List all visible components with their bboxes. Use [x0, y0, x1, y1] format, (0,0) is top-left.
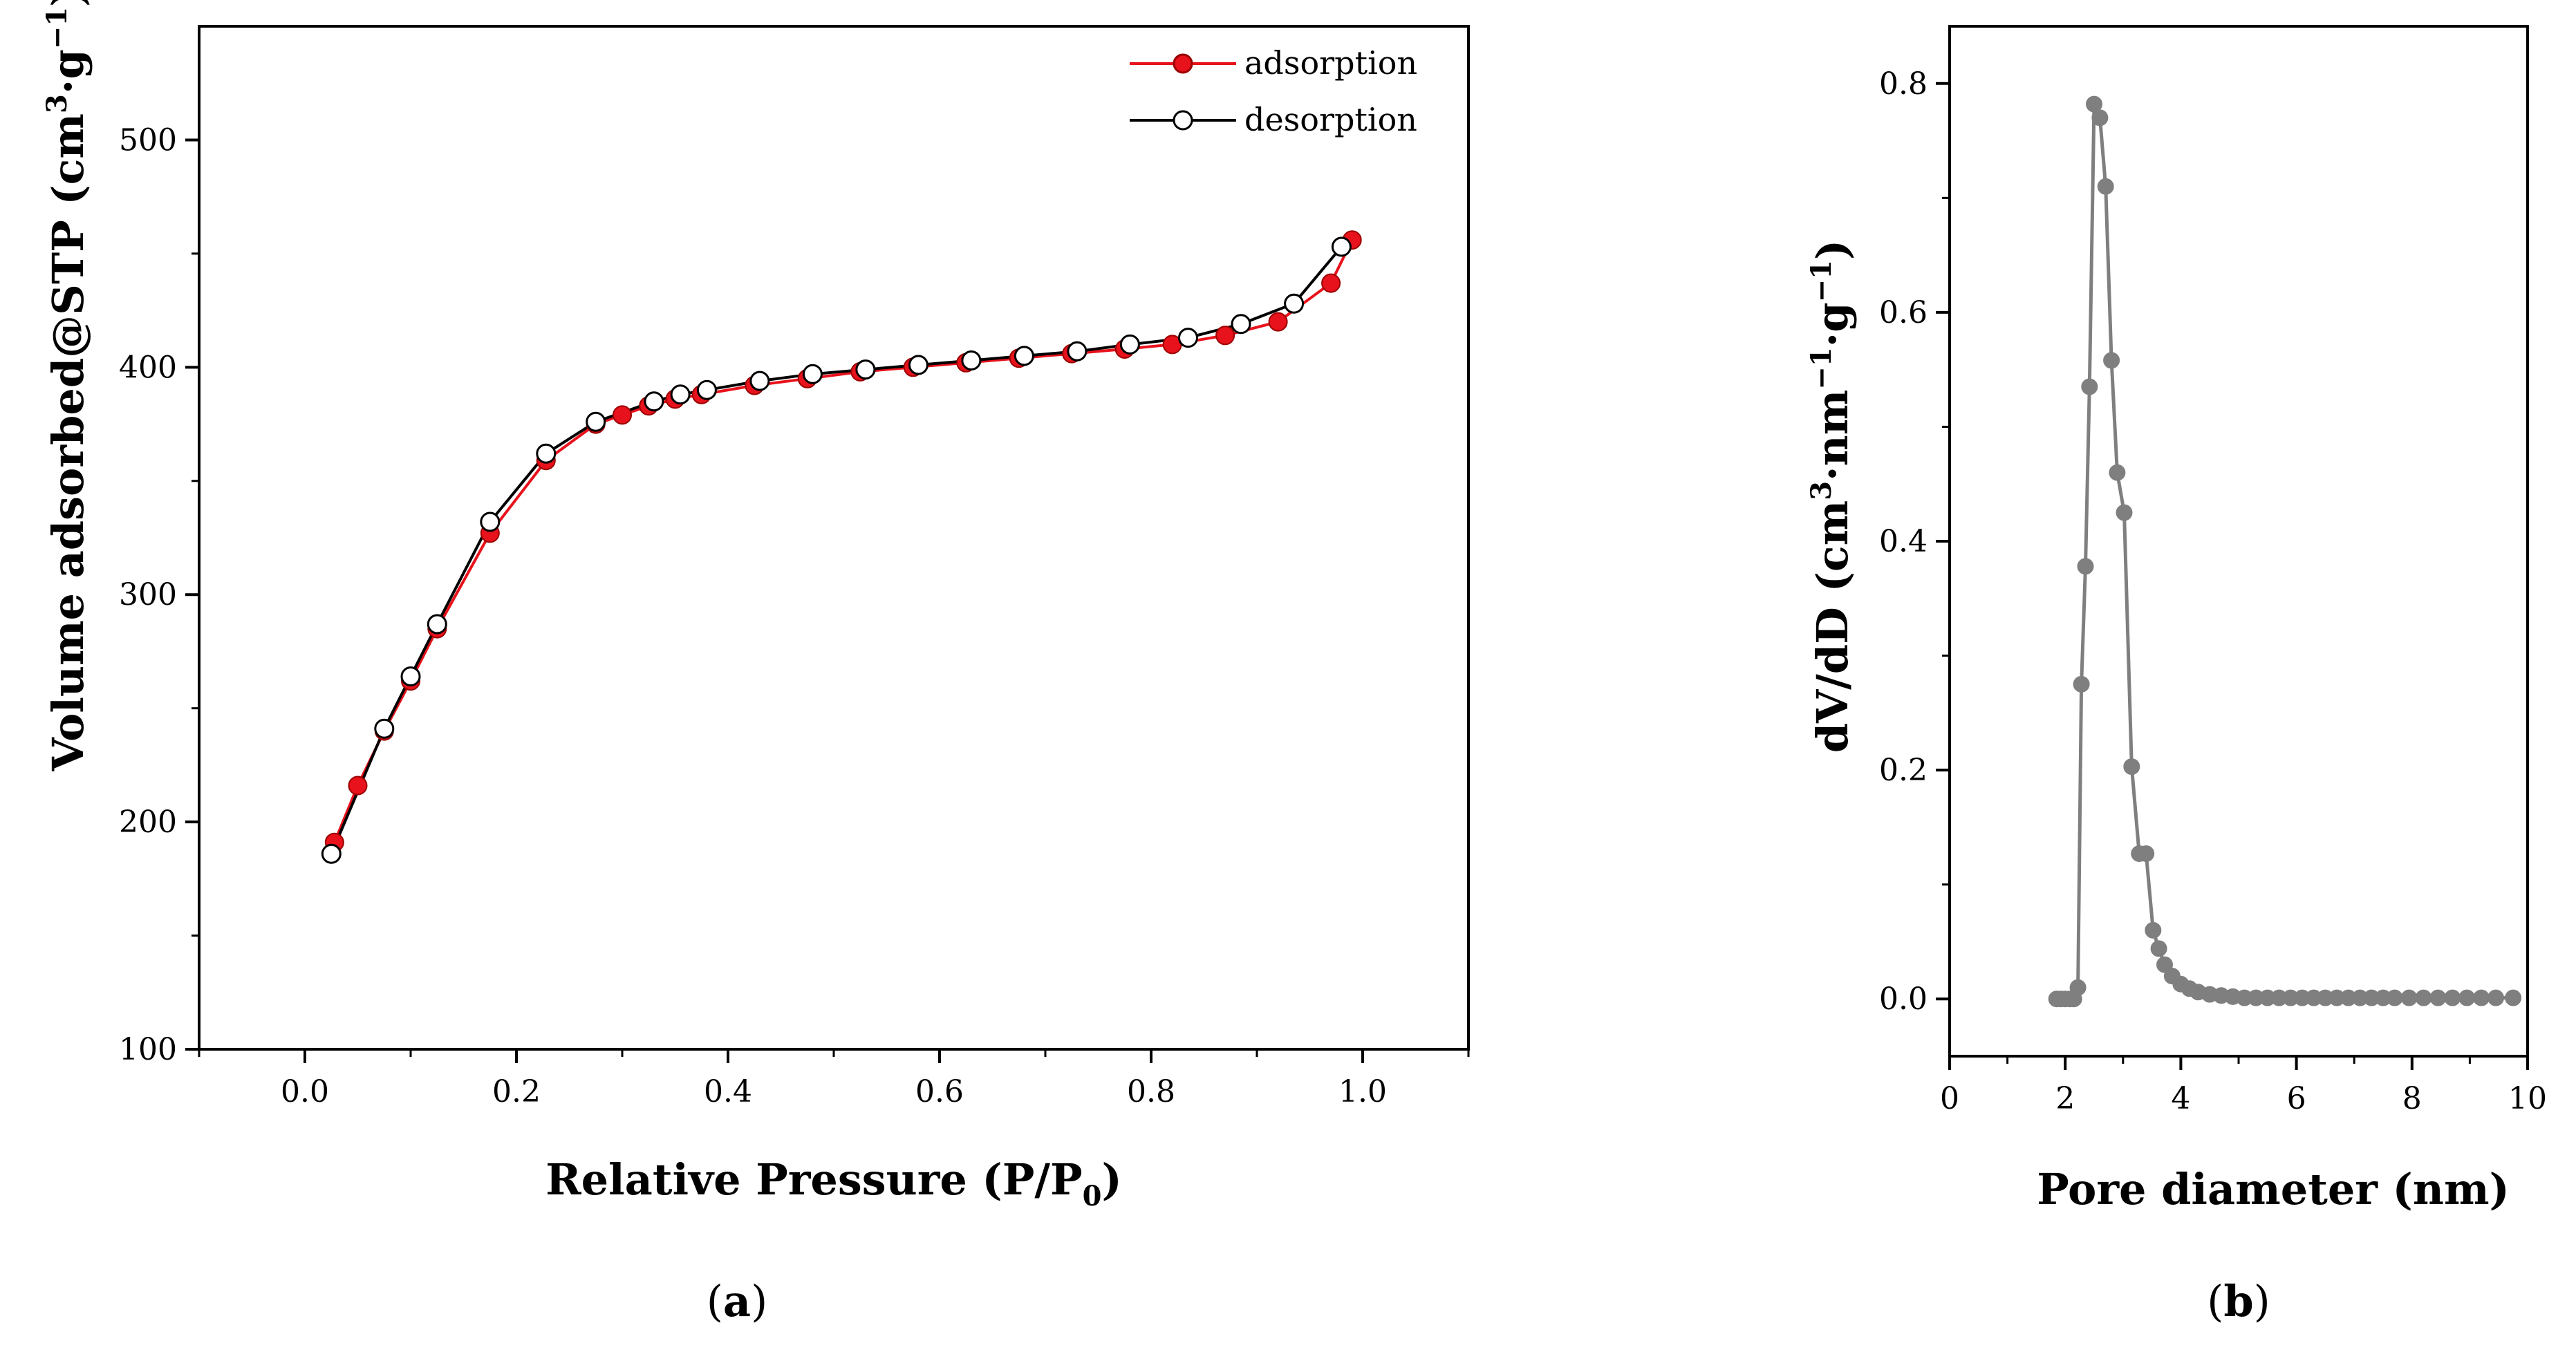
data-point-desorption	[586, 411, 606, 432]
data-point-pore-size-distribution	[2505, 989, 2522, 1006]
x-tick-label: 0	[1940, 1081, 1959, 1116]
data-point-pore-size-distribution	[2429, 989, 2447, 1006]
x-tick-label: 0.8	[1127, 1074, 1175, 1109]
chart-a-frame	[198, 25, 1470, 1051]
chart-a-legend: adsorption desorption	[1130, 44, 1417, 138]
data-point-desorption	[1331, 236, 1352, 257]
y-tick-label: 0.0	[1879, 982, 1928, 1017]
x-tick-label: 0.4	[704, 1074, 752, 1109]
y-tick-label: 300	[119, 577, 177, 612]
data-point-desorption	[427, 614, 447, 635]
data-point-desorption	[908, 355, 928, 375]
data-point-adsorption	[348, 776, 368, 796]
data-point-adsorption	[1268, 312, 1288, 332]
y-tick-label: 400	[119, 350, 177, 385]
chart-b-series	[2048, 95, 2522, 1008]
data-point-desorption	[644, 391, 664, 412]
data-point-pore-size-distribution	[2145, 921, 2162, 939]
data-point-desorption	[802, 364, 823, 384]
data-point-pore-size-distribution	[2156, 956, 2173, 973]
data-point-desorption	[374, 718, 395, 739]
data-point-desorption	[961, 350, 982, 370]
y-tick-label: 500	[119, 122, 177, 158]
x-tick-label: 0.2	[492, 1074, 541, 1109]
data-point-desorption	[670, 384, 691, 405]
data-point-pore-size-distribution	[2109, 464, 2126, 481]
chart-b-ticks: 0 2 4 6 8 10 0.0 0.2 0.4 0.6 0.8	[1879, 66, 2547, 1116]
y-tick-label: 0.2	[1879, 753, 1928, 788]
data-point-desorption	[1284, 293, 1305, 314]
data-point-pore-size-distribution	[2081, 378, 2098, 395]
chart-b-x-axis-label: Pore diameter (nm)	[2037, 1164, 2510, 1214]
data-point-pore-size-distribution	[2091, 109, 2109, 126]
chart-a: 0.0 0.2 0.4 0.6 0.8 1.0 100 200 300 400 500 adsorp…	[41, 0, 1470, 1326]
data-point-pore-size-distribution	[2138, 845, 2155, 862]
data-point-desorption	[1178, 328, 1198, 348]
data-point-adsorption	[613, 405, 632, 425]
x-tick-label: 0.0	[281, 1074, 329, 1109]
data-point-desorption	[536, 443, 557, 464]
x-tick-label: 6	[2287, 1081, 2306, 1116]
data-point-pore-size-distribution	[2116, 504, 2133, 521]
chart-b: 0 2 4 6 8 10 0.0 0.2 0.4 0.6 0.8 Pore diameter (nm…	[1805, 25, 2547, 1326]
data-point-pore-size-distribution	[2123, 758, 2140, 776]
data-point-pore-size-distribution	[2400, 989, 2418, 1006]
panel-a-label: (a)	[707, 1276, 768, 1326]
data-point-adsorption	[1321, 273, 1341, 293]
data-point-desorption	[480, 511, 501, 532]
legend-marker-desorption	[1173, 110, 1193, 131]
chart-b-y-axis-label: dV/dD (cm3·nm−1·g−1)	[1805, 240, 1858, 753]
chart-a-series	[321, 230, 1362, 864]
chart-b-frame	[1948, 25, 2529, 1058]
data-point-desorption	[1067, 341, 1088, 362]
chart-a-x-axis-label: Relative Pressure (P/P0)	[545, 1154, 1122, 1212]
legend-label-adsorption: adsorption	[1244, 44, 1417, 82]
x-tick-label: 4	[2171, 1081, 2190, 1116]
legend-marker-adsorption	[1173, 53, 1193, 74]
x-tick-label: 0.6	[915, 1074, 964, 1109]
x-tick-label: 1.0	[1338, 1074, 1387, 1109]
data-point-desorption	[321, 843, 342, 864]
data-point-pore-size-distribution	[2386, 989, 2403, 1006]
data-point-desorption	[1014, 346, 1034, 366]
data-point-pore-size-distribution	[2077, 558, 2094, 575]
panel-b-label: (b)	[2207, 1276, 2270, 1326]
data-point-pore-size-distribution	[2069, 979, 2087, 996]
data-point-desorption	[400, 666, 421, 687]
data-point-adsorption	[1215, 326, 1235, 346]
data-point-pore-size-distribution	[2150, 940, 2167, 957]
x-tick-label: 2	[2055, 1081, 2075, 1116]
data-point-pore-size-distribution	[2086, 95, 2102, 113]
data-point-pore-size-distribution	[2444, 989, 2461, 1006]
series-line-pore-size-distribution	[2056, 103, 2514, 1001]
data-point-pore-size-distribution	[2458, 989, 2476, 1006]
data-point-desorption	[1119, 334, 1140, 355]
x-tick-label: 10	[2508, 1081, 2547, 1116]
data-point-pore-size-distribution	[2073, 675, 2090, 693]
y-tick-label: 200	[119, 805, 177, 840]
data-point-desorption	[749, 370, 770, 391]
chart-a-ticks: 0.0 0.2 0.4 0.6 0.8 1.0 100 200 300 400 500	[119, 122, 1470, 1109]
data-point-pore-size-distribution	[2473, 989, 2490, 1006]
data-point-desorption	[696, 379, 717, 400]
y-tick-label: 0.4	[1879, 524, 1928, 559]
data-point-pore-size-distribution	[2103, 352, 2120, 369]
data-point-pore-size-distribution	[2415, 989, 2432, 1006]
legend-label-desorption: desorption	[1244, 101, 1417, 138]
x-tick-label: 8	[2402, 1081, 2422, 1116]
y-tick-label: 0.6	[1879, 295, 1928, 330]
y-tick-label: 0.8	[1879, 66, 1928, 102]
data-point-desorption	[855, 359, 876, 380]
data-point-pore-size-distribution	[2097, 178, 2114, 195]
series-line-desorption	[330, 245, 1343, 854]
y-tick-label: 100	[119, 1032, 177, 1067]
data-point-desorption	[1231, 314, 1251, 335]
data-point-pore-size-distribution	[2488, 989, 2504, 1006]
chart-a-y-axis-label: Volume adsorbed@STP (cm3·g−1)	[41, 0, 93, 771]
